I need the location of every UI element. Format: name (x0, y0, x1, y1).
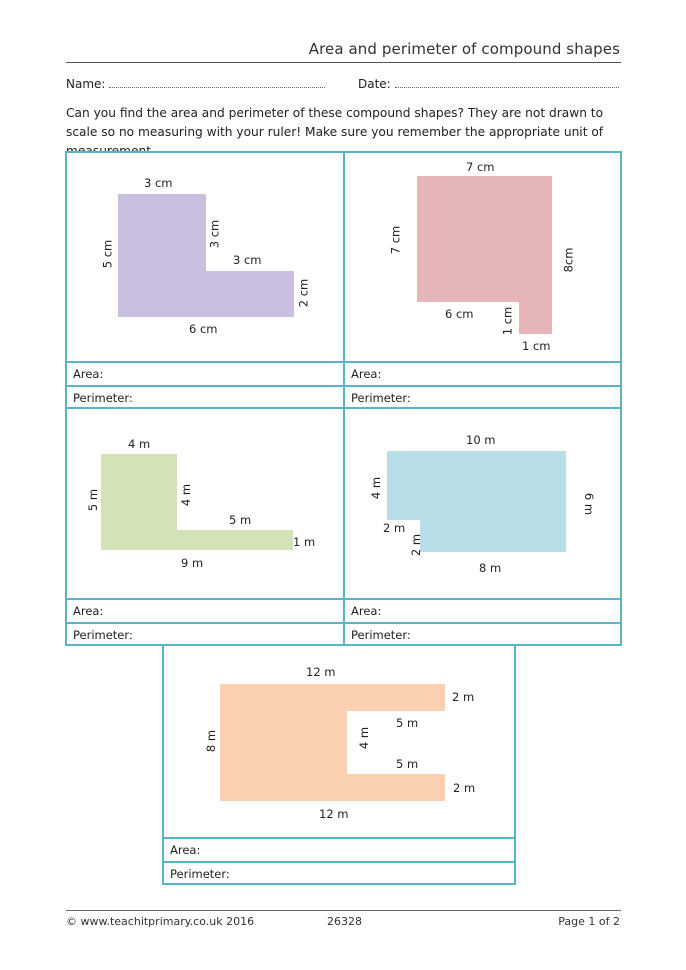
perimeter-row-3[interactable]: Perimeter: (67, 622, 343, 647)
footer-rule (66, 910, 621, 911)
area-label: Area: (73, 604, 104, 618)
date-label: Date: (358, 77, 391, 91)
date-field[interactable]: Date: (358, 77, 619, 91)
shape-2-label-right: 8cm (561, 247, 576, 273)
area-label: Area: (351, 604, 382, 618)
shape-4-label-top: 10 m (466, 433, 496, 447)
shape-box-3: 4 m 4 m 5 m 5 m 1 m 9 m Area: Perimeter: (65, 407, 345, 646)
shape-2 (417, 176, 552, 334)
perimeter-row-4[interactable]: Perimeter: (345, 622, 620, 647)
shape-3-label-right: 1 m (293, 535, 316, 549)
perimeter-row-2[interactable]: Perimeter: (345, 385, 620, 410)
shape-4-label-bottom: 8 m (479, 561, 502, 575)
shape-2-label-bottom: 6 cm (445, 307, 474, 321)
footer-copyright: © www.teachitprimary.co.uk 2016 (66, 915, 255, 928)
perimeter-row-5[interactable]: Perimeter: (164, 861, 514, 886)
area-row-3[interactable]: Area: (67, 598, 343, 623)
perimeter-label: Perimeter: (351, 391, 411, 405)
shape-2-label-step-vertical: 1 cm (500, 306, 515, 336)
shape-5-label-inner-bottom: 5 m (396, 757, 419, 771)
shape-5-label-bottom: 12 m (319, 807, 349, 821)
shape-box-5: 12 m 2 m 5 m 8 m 4 m 5 m 2 m 12 m Area: … (162, 644, 516, 885)
shape-3-label-inner-horizontal: 5 m (229, 513, 252, 527)
shape-5-label-left: 8 m (204, 729, 219, 753)
name-line[interactable] (109, 77, 326, 88)
shape-3 (101, 454, 293, 550)
shape-4-polygon (387, 451, 566, 552)
perimeter-label: Perimeter: (73, 628, 133, 642)
shape-4-label-step-horizontal: 2 m (383, 521, 406, 535)
perimeter-label: Perimeter: (351, 628, 411, 642)
shape-5-label-top: 12 m (306, 665, 336, 679)
date-line[interactable] (394, 77, 619, 88)
shape-4-label-left: 4 m (369, 476, 384, 500)
area-row-1[interactable]: Area: (67, 361, 343, 386)
page-title: Area and perimeter of compound shapes (308, 40, 620, 58)
shape-2-polygon (417, 176, 552, 334)
area-row-2[interactable]: Area: (345, 361, 620, 386)
area-row-5[interactable]: Area: (164, 837, 514, 862)
shape-1-label-inner-horizontal: 3 cm (233, 253, 262, 267)
shape-5-label-inner-vertical: 4 m (357, 726, 372, 750)
perimeter-label: Perimeter: (170, 867, 230, 881)
shape-1-label-inner-vertical: 3 cm (207, 219, 222, 249)
perimeter-row-1[interactable]: Perimeter: (67, 385, 343, 410)
shape-3-label-bottom: 9 m (181, 556, 204, 570)
shape-1-label-bottom: 6 cm (189, 322, 218, 336)
area-label: Area: (351, 367, 382, 381)
perimeter-label: Perimeter: (73, 391, 133, 405)
area-label: Area: (73, 367, 104, 381)
shape-5 (220, 684, 445, 801)
shape-1-label-right: 2 cm (296, 278, 311, 308)
shape-2-label-top: 7 cm (466, 160, 495, 174)
area-row-4[interactable]: Area: (345, 598, 620, 623)
area-label: Area: (170, 843, 201, 857)
shape-4-label-step-vertical: 2 m (409, 533, 424, 557)
name-field[interactable]: Name: (66, 77, 326, 91)
shape-5-label-inner-top: 5 m (396, 716, 419, 730)
shape-3-label-left: 5 m (86, 488, 101, 512)
shape-2-label-step-bottom: 1 cm (522, 339, 551, 353)
shape-5-polygon (220, 684, 445, 801)
shape-box-1: 3 cm 3 cm 3 cm 5 cm 2 cm 6 cm Area: Peri… (65, 151, 345, 409)
shape-1-label-left: 5 cm (100, 239, 115, 269)
shape-2-label-left: 7 cm (388, 225, 403, 255)
shape-4-label-right: 6 m (582, 492, 597, 516)
footer-page: Page 1 of 2 (558, 915, 620, 928)
name-label: Name: (66, 77, 106, 91)
shape-3-label-inner-vertical: 4 m (179, 483, 194, 507)
shape-5-label-right-top: 2 m (452, 690, 475, 704)
shape-box-4: 10 m 4 m 6 m 2 m 2 m 8 m Area: Perimeter… (343, 407, 622, 646)
shape-1-label-top: 3 cm (144, 176, 173, 190)
shape-1 (118, 194, 294, 317)
footer-code: 26328 (327, 915, 362, 928)
title-rule (66, 62, 621, 63)
shape-3-polygon (101, 454, 293, 550)
shape-5-label-right-bottom: 2 m (453, 781, 476, 795)
shape-1-polygon (118, 194, 294, 317)
shape-box-2: 7 cm 7 cm 8cm 6 cm 1 cm 1 cm Area: Perim… (343, 151, 622, 409)
shape-3-label-top: 4 m (128, 437, 151, 451)
shape-4 (387, 451, 566, 552)
